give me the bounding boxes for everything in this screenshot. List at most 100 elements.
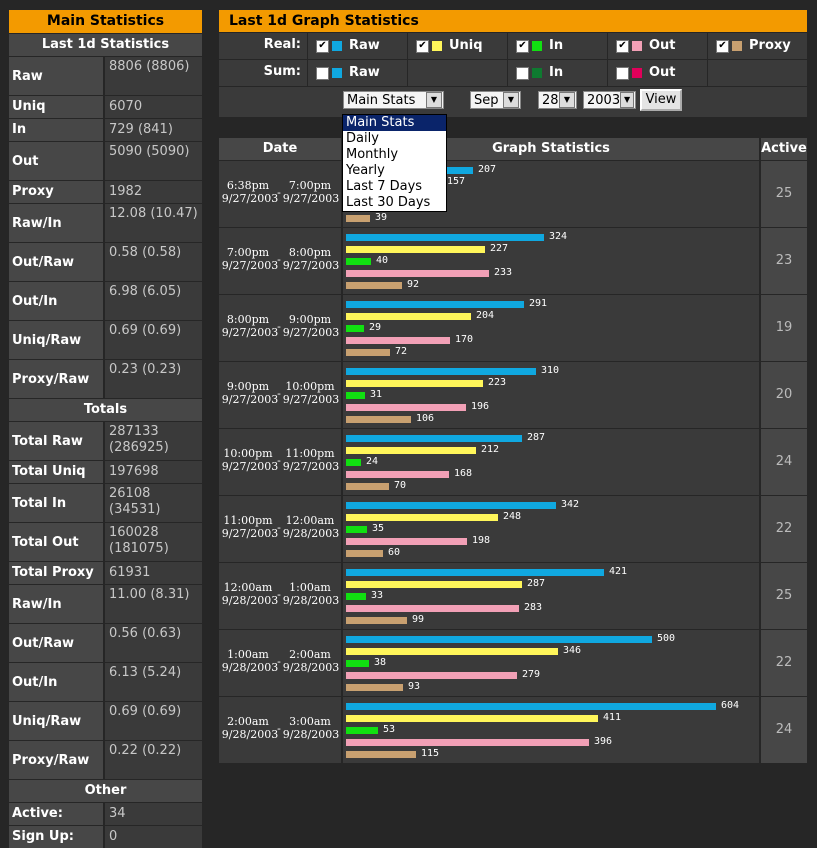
out-value-label: 168 [454,468,473,479]
active-cell: 22 [759,630,807,696]
bar-group: 500 346 38 279 93 [341,630,759,696]
range-dash: - [277,387,281,400]
from-date: 9/28/2003 [221,728,279,741]
proxy-bar [346,349,390,356]
dropdown-option[interactable]: Yearly [346,163,385,178]
month-select[interactable]: Sep ▼ [470,91,521,109]
proxy-bar [346,282,402,289]
from-time: 9:00pm [226,380,270,393]
table-row: 11:00pm 9/27/2003-12:00am 9/28/2003 342 248 3… [219,495,807,562]
stat-row: Sign Up: 0 [9,825,202,848]
dropdown-option[interactable]: Daily [346,131,379,146]
raw-value-label: 604 [721,700,740,711]
to-time: 8:00pm [288,246,332,259]
raw-value-label: 324 [549,231,568,242]
uniq-value-label: 287 [527,578,546,589]
active-cell: 24 [759,429,807,495]
real-checkbox[interactable]: ✔ [316,39,329,53]
to-time: 11:00pm [285,447,335,460]
view-type-select[interactable]: Main Stats ▼ [343,91,444,109]
stat-row: Raw 8806 (8806) [9,56,202,95]
stat-label: Out/In [12,674,58,690]
sum-cell: Out [607,60,707,86]
to-date: 9/28/2003 [282,527,340,540]
uniq-value-label: 346 [563,645,582,656]
date-cell: 1:00am 9/28/2003-2:00am 9/28/2003 [219,630,341,696]
proxy-value-label: 106 [416,413,435,424]
from-time: 1:00am [227,648,269,661]
sum-checkbox[interactable] [316,66,329,80]
color-swatch [532,68,542,78]
view-type-value: Main Stats [347,92,416,108]
stat-label: Total Proxy [12,565,94,580]
day-select[interactable]: 28 ▼ [538,91,577,109]
range-dash: - [277,722,281,735]
stat-row: Uniq/Raw 0.69 (0.69) [9,320,202,359]
day-value: 28 [542,92,559,108]
uniq-value-label: 223 [488,377,507,388]
real-cell: ✔ Out [607,33,707,59]
chevron-down-icon[interactable]: ▼ [503,92,519,108]
view-button[interactable]: View [640,89,682,111]
from-time: 12:00am [223,581,273,594]
year-select[interactable]: 2003 ▼ [583,91,636,109]
real-checkbox[interactable]: ✔ [716,39,729,53]
bar-group: 291 204 29 170 72 [341,295,759,361]
uniq-value-label: 227 [490,243,509,254]
sum-label: Raw [349,65,380,80]
stat-row: Total In 26108 (34531) [9,483,202,522]
dropdown-option[interactable]: Last 7 Days [346,179,423,194]
out-value-label: 170 [455,334,474,345]
proxy-bar [346,416,411,423]
sum-label: In [549,65,564,80]
chevron-down-icon[interactable]: ▼ [559,92,575,108]
real-checkbox[interactable]: ✔ [516,39,529,53]
out-value-label: 283 [524,602,543,613]
stat-value: 0.69 (0.69) [103,321,202,359]
date-column-header: Date [262,141,298,156]
stat-label: Proxy [12,184,54,199]
real-cell: ✔ In [507,33,607,59]
raw-value-label: 291 [529,298,548,309]
table-row: 7:00pm 9/27/2003-8:00pm 9/27/2003 324 227 40 2… [219,227,807,294]
in-bar [346,459,361,466]
to-time: 9:00pm [288,313,332,326]
stat-label: Raw [12,68,43,84]
stat-label: Total Uniq [12,464,86,479]
stat-value: 1982 [103,181,202,203]
stat-value: 11.00 (8.31) [103,585,202,623]
range-dash: - [277,521,281,534]
date-cell: 9:00pm 9/27/2003-10:00pm 9/27/2003 [219,362,341,428]
uniq-value-label: 157 [447,176,466,187]
table-body: 6:38pm 9/27/2003-7:00pm 9/27/2003 207 157 39 2… [219,160,807,763]
stat-label: Out [12,153,39,169]
from-time: 2:00am [227,715,269,728]
dropdown-option[interactable]: Main Stats [343,115,446,131]
real-checkbox[interactable]: ✔ [416,39,429,53]
sum-checkbox[interactable] [616,66,629,80]
date-cell: 11:00pm 9/27/2003-12:00am 9/28/2003 [219,496,341,562]
view-type-dropdown[interactable]: Main Stats Daily Monthly Yearly Last 7 Days L… [342,114,447,212]
real-cell: ✔ Raw [307,33,407,59]
stat-value: 0.23 (0.23) [103,360,202,398]
raw-bar [346,368,536,375]
chevron-down-icon[interactable]: ▼ [620,92,634,108]
to-time: 3:00am [289,715,331,728]
from-time: 8:00pm [226,313,270,326]
stat-value: 12.08 (10.47) [103,204,202,242]
uniq-value-label: 411 [603,712,622,723]
proxy-bar [346,751,416,758]
from-time: 7:00pm [226,246,270,259]
chevron-down-icon[interactable]: ▼ [426,92,442,108]
proxy-bar [346,483,389,490]
dropdown-option[interactable]: Last 30 Days [346,195,431,210]
to-time: 12:00am [285,514,335,527]
color-swatch [332,68,342,78]
sum-checkbox[interactable] [516,66,529,80]
real-checkbox[interactable]: ✔ [616,39,629,53]
table-row: 2:00am 9/28/2003-3:00am 9/28/2003 604 411 53 3… [219,696,807,763]
proxy-bar [346,215,370,222]
stat-row: Uniq/Raw 0.69 (0.69) [9,701,202,740]
dropdown-option[interactable]: Monthly [346,147,399,162]
color-swatch [532,41,542,51]
